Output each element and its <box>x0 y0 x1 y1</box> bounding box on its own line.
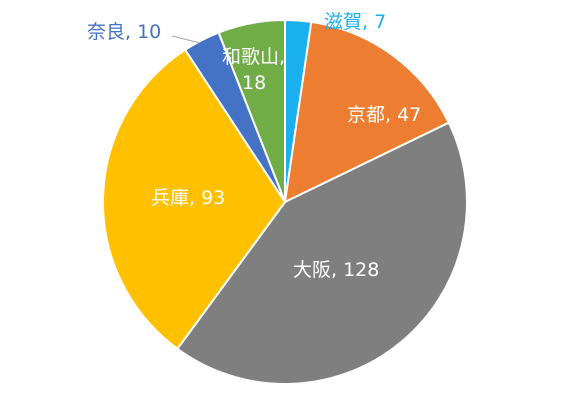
pie-slice-wakayama <box>217 18 286 203</box>
data-label-nara: 奈良, 10 <box>87 21 161 43</box>
data-label-osaka: 大阪, 128 <box>293 259 379 281</box>
data-label-kyoto: 京都, 47 <box>347 104 421 126</box>
data-label-wakayama-name: 和歌山, <box>222 46 285 68</box>
pie-slices <box>102 18 468 385</box>
data-label-wakayama-value: 18 <box>242 72 266 94</box>
data-label-shiga: 滋賀, 7 <box>324 11 386 33</box>
pie-slice-hyogo <box>102 48 287 351</box>
pie-slice-kyoto <box>283 20 451 204</box>
pie-slice-osaka <box>176 121 468 385</box>
data-label-hyogo: 兵庫, 93 <box>151 187 225 209</box>
nara-leader-line <box>171 35 201 44</box>
data-labels: 滋賀, 7 京都, 47 大阪, 128 兵庫, 93 奈良, 10 和歌山, … <box>87 11 421 281</box>
